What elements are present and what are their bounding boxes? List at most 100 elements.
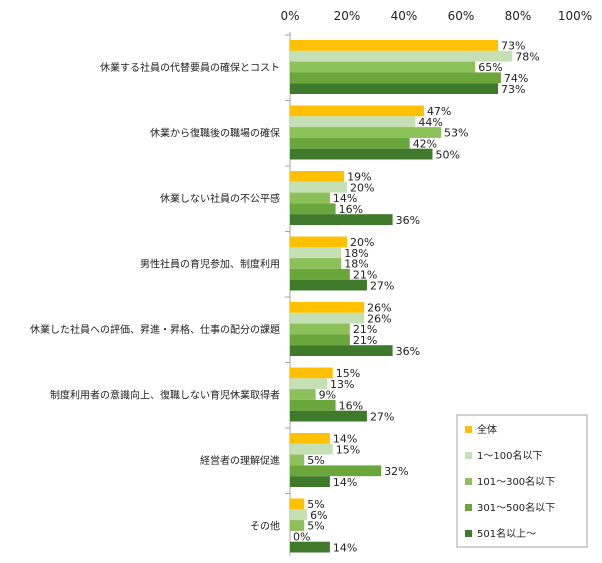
bar-3-4: [290, 279, 367, 291]
bar-0-0: [290, 40, 499, 51]
legend-label: 1～100名以下: [477, 449, 542, 462]
data-label: 65%: [478, 61, 502, 74]
x-tick-label: 0%: [280, 9, 299, 23]
bar-1-0: [290, 105, 424, 117]
bar-1-1: [290, 116, 416, 128]
data-label: 32%: [384, 465, 408, 478]
bar-6-1: [290, 443, 333, 455]
bar-6-3: [290, 465, 382, 477]
bar-0-4: [290, 83, 499, 94]
data-label: 5%: [307, 498, 324, 511]
bar-7-2: [290, 520, 305, 531]
data-label: 18%: [344, 247, 368, 260]
bar-4-1: [290, 312, 365, 324]
data-label: 0%: [293, 531, 310, 544]
x-tick-label: 20%: [334, 9, 361, 23]
category-label: 経営者の理解促進: [200, 454, 280, 467]
data-label: 15%: [336, 443, 360, 456]
data-label: 13%: [330, 378, 354, 391]
legend-swatch: [465, 478, 472, 485]
bar-4-0: [290, 302, 365, 313]
legend-swatch: [465, 452, 472, 459]
data-label: 14%: [333, 192, 357, 205]
bar-4-4: [290, 345, 393, 356]
category-label: 休業した社員への評価、昇進・昇格、仕事の配分の課題: [30, 323, 280, 336]
bar-2-4: [290, 214, 393, 225]
bar-7-4: [290, 541, 330, 553]
bar-2-2: [290, 192, 330, 204]
bar-5-0: [290, 367, 333, 379]
bar-5-3: [290, 399, 336, 411]
data-label: 14%: [333, 476, 357, 489]
category-label: その他: [250, 520, 280, 533]
bar-6-2: [290, 454, 305, 466]
x-tick-label: 60%: [448, 9, 475, 23]
data-label: 15%: [336, 367, 360, 380]
bar-7-1: [290, 509, 308, 521]
bar-4-3: [290, 334, 350, 346]
data-label: 47%: [427, 105, 451, 118]
category-label: 休業する社員の代替要員の確保とコスト: [100, 61, 280, 74]
bar-2-0: [290, 171, 345, 182]
data-label: 21%: [353, 269, 377, 282]
bar-6-0: [290, 433, 330, 444]
data-label: 73%: [501, 40, 525, 53]
data-label: 20%: [350, 181, 374, 194]
data-label: 78%: [515, 50, 539, 63]
data-label: 50%: [436, 148, 460, 161]
legend-swatch: [465, 504, 472, 511]
data-label: 5%: [307, 454, 324, 467]
data-label: 74%: [504, 72, 528, 85]
x-tick-label: 100%: [558, 9, 592, 23]
data-label: 19%: [347, 171, 371, 184]
bar-3-1: [290, 247, 342, 259]
bar-3-3: [290, 268, 350, 280]
data-label: 44%: [418, 116, 442, 129]
data-label: 21%: [353, 323, 377, 336]
bar-5-2: [290, 389, 316, 400]
data-label: 42%: [413, 138, 437, 151]
bar-1-3: [290, 137, 410, 149]
bar-0-3: [290, 72, 501, 84]
data-label: 14%: [333, 433, 357, 446]
category-label: 休業から復職後の職場の確保: [150, 127, 280, 140]
bar-3-2: [290, 258, 342, 269]
data-label: 18%: [344, 258, 368, 271]
bar-7-0: [290, 498, 305, 510]
data-label: 26%: [367, 302, 391, 315]
bar-5-1: [290, 378, 328, 390]
data-label: 16%: [339, 203, 363, 216]
data-label: 14%: [333, 541, 357, 554]
bar-2-3: [290, 203, 336, 215]
category-label: 男性社員の育児参加、制度利用: [140, 258, 280, 271]
data-label: 73%: [501, 83, 525, 96]
data-label: 9%: [319, 389, 336, 402]
data-label: 36%: [396, 214, 420, 227]
bar-0-1: [290, 50, 513, 62]
legend-label: 501名以上～: [477, 527, 536, 540]
bar-0-2: [290, 61, 476, 73]
data-label: 20%: [350, 236, 374, 249]
x-tick-label: 80%: [505, 9, 532, 23]
data-label: 36%: [396, 345, 420, 358]
legend-label: 301～500名以下: [477, 501, 555, 514]
data-label: 27%: [370, 279, 394, 292]
bar-1-2: [290, 127, 442, 138]
legend-swatch: [465, 426, 472, 433]
bar-6-4: [290, 476, 330, 487]
bar-5-4: [290, 410, 367, 422]
bar-4-2: [290, 323, 350, 335]
legend-label: 101～300名以下: [477, 475, 555, 488]
x-tick-label: 40%: [391, 9, 418, 23]
data-label: 53%: [444, 127, 468, 140]
data-label: 27%: [370, 410, 394, 423]
legend-box: [456, 414, 588, 548]
data-label: 16%: [339, 400, 363, 413]
data-label: 21%: [353, 334, 377, 347]
legend-swatch: [465, 530, 472, 537]
data-label: 26%: [367, 312, 391, 325]
data-label: 5%: [307, 520, 324, 533]
legend-label: 全体: [477, 423, 497, 436]
bar-3-0: [290, 236, 347, 248]
